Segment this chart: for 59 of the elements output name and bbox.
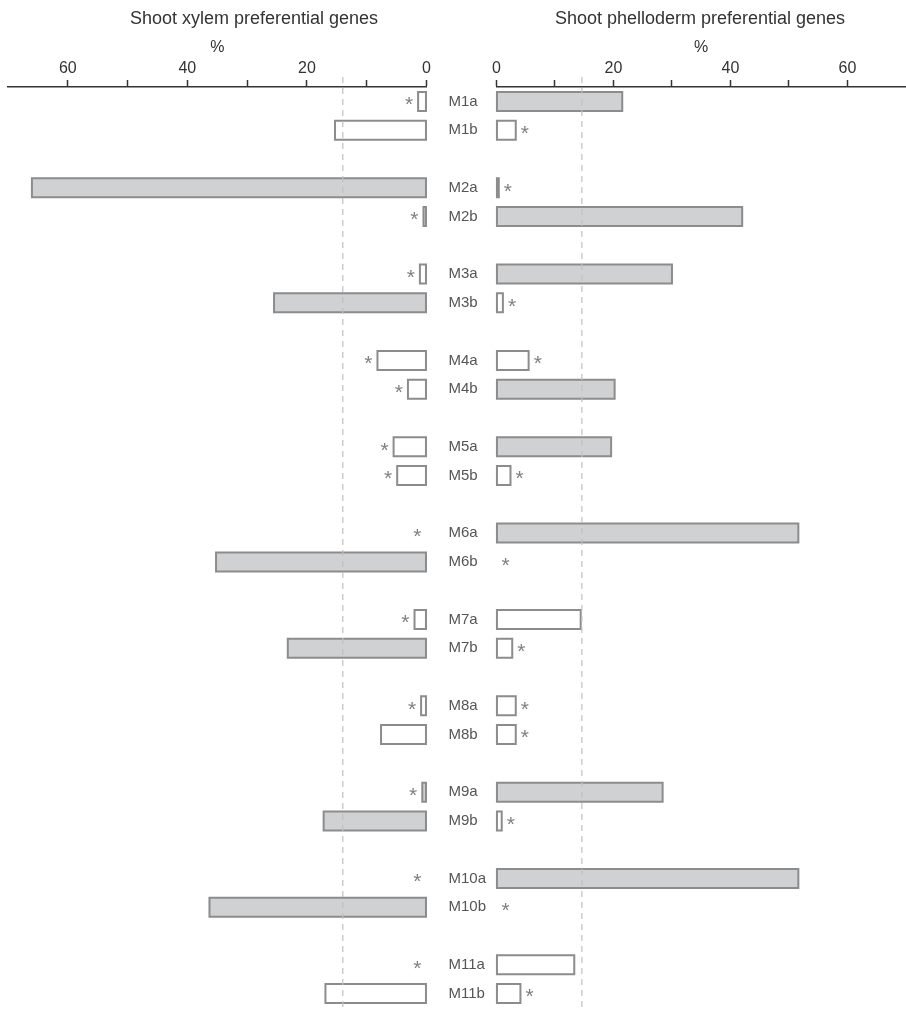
data-label: * — [520, 120, 529, 144]
data-label: * — [413, 955, 422, 979]
y-tick-label: M4b — [448, 379, 478, 397]
y-tick-label: M6b — [448, 552, 478, 570]
data-label: * — [401, 610, 410, 634]
data-label: * — [384, 466, 393, 490]
y-tick-label: M7b — [448, 638, 478, 656]
y-tick-label: M10a — [448, 868, 487, 886]
data-label: * — [380, 437, 389, 461]
y-tick-label: M10b — [448, 897, 487, 915]
data-label: * — [394, 380, 403, 403]
data-label: * — [413, 869, 422, 893]
x-tick-label: 20 — [298, 58, 316, 76]
y-tick-label: M7a — [448, 609, 479, 627]
x-tick-label: 60 — [838, 58, 857, 76]
data-label: * — [407, 696, 417, 720]
y-tick-label: M4a — [448, 350, 479, 368]
data-label: * — [517, 639, 526, 663]
data-label: * — [501, 898, 510, 922]
y-tick-label: M5a — [448, 436, 479, 454]
data-label: * — [520, 696, 529, 720]
y-tick-label: M9b — [448, 811, 478, 829]
data-label: * — [501, 552, 510, 576]
x-tick-label: 40 — [721, 58, 740, 76]
data-label: * — [406, 264, 415, 288]
y-tick-label: M8b — [448, 724, 478, 742]
y-tick-label: M1b — [448, 120, 478, 138]
x-axis-title: % — [694, 37, 709, 55]
y-tick-label: M2b — [448, 206, 478, 224]
data-label: * — [413, 523, 422, 547]
data-label: * — [525, 984, 534, 1008]
y-tick-label: M3b — [448, 293, 478, 310]
data-label: * — [533, 351, 542, 375]
x-tick-label: 40 — [178, 58, 197, 76]
y-tick-label: M1a — [448, 91, 479, 109]
data-label: * — [409, 782, 418, 806]
y-tick-label: M3a — [448, 264, 479, 282]
data-label: * — [520, 725, 529, 749]
data-label: * — [515, 466, 524, 490]
x-tick-label: 0 — [492, 58, 501, 76]
y-tick-label: M2a — [448, 177, 479, 195]
y-tick-label: M11b — [448, 983, 485, 1001]
data-label: * — [404, 92, 414, 116]
data-label: * — [410, 207, 419, 231]
chart-title: Shoot phelloderm preferential genes — [554, 7, 846, 28]
y-tick-label: M6a — [448, 523, 479, 541]
y-tick-label: M11a — [448, 954, 486, 972]
y-tick-label: M8a — [448, 695, 479, 713]
x-axis-title: % — [210, 37, 225, 55]
data-label: * — [503, 178, 512, 202]
chart-title: Shoot xylem preferential genes — [129, 7, 379, 28]
data-label: * — [506, 811, 515, 835]
x-tick-label: 0 — [422, 58, 432, 76]
data-label: * — [507, 293, 517, 317]
y-tick-label: M9a — [448, 782, 479, 800]
x-tick-label: 60 — [58, 58, 77, 76]
x-tick-label: 20 — [604, 58, 623, 76]
data-label: * — [364, 351, 373, 375]
y-tick-label: M5b — [448, 465, 478, 483]
